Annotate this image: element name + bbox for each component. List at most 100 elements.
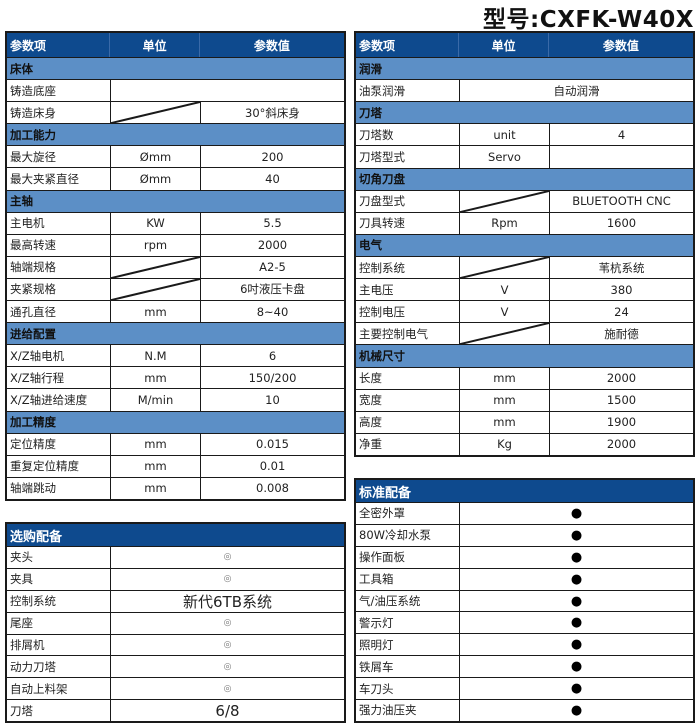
param-value: 0.01 xyxy=(200,455,344,477)
equipment-name: 动力刀塔 xyxy=(10,659,56,674)
table-row: 刀具转速 Rpm 1600 xyxy=(356,211,693,234)
included-dot-icon: ● xyxy=(459,524,693,546)
column-header: 单位 xyxy=(458,33,547,57)
param-value: 4 xyxy=(549,124,693,146)
table-row: 气/油压系统 ● xyxy=(356,589,693,612)
table-row: 最大夹紧直径 Ømm 40 xyxy=(7,167,344,190)
param-value: 2000 xyxy=(549,367,693,389)
table-row: 最大旋径 Ømm 200 xyxy=(7,145,344,168)
equipment-name: 排屑机 xyxy=(10,637,45,652)
param-value: 2000 xyxy=(200,234,344,256)
equipment-name: 全密外罩 xyxy=(359,506,405,521)
param-unit: Ømm xyxy=(110,168,200,190)
table-row: 自动上料架 ◎ xyxy=(7,677,344,700)
param-unit: mm xyxy=(110,455,200,477)
included-dot-icon: ● xyxy=(459,503,693,524)
param-name: 轴端规格 xyxy=(10,260,56,275)
param-value: 5.5 xyxy=(200,212,344,234)
diagonal-line xyxy=(460,191,549,212)
equipment-name: 强力油压夹 xyxy=(359,703,417,718)
section-title: 主轴 xyxy=(10,194,33,209)
param-unit: mm xyxy=(110,477,200,499)
included-dot-icon: ● xyxy=(459,546,693,568)
param-value: 200 xyxy=(200,146,344,168)
param-unit: KW xyxy=(110,212,200,234)
param-unit: mm xyxy=(459,367,549,389)
table-row: 油泵润滑 自动润滑 xyxy=(356,79,693,102)
diagonal-empty-cell xyxy=(110,102,200,124)
param-unit: unit xyxy=(459,124,549,146)
param-name: 油泵润滑 xyxy=(359,83,405,98)
param-unit: rpm xyxy=(110,234,200,256)
param-name: 刀塔型式 xyxy=(359,149,405,164)
equipment-name: 照明灯 xyxy=(359,637,394,652)
optional-circle-icon: ◎ xyxy=(110,547,344,568)
section-row: 润滑 xyxy=(356,57,693,80)
equipment-value: 新代6TB系统 xyxy=(110,590,344,612)
table-row: 夹具 ◎ xyxy=(7,567,344,590)
table-row: 长度 mm 2000 xyxy=(356,366,693,389)
equipment-name: 气/油压系统 xyxy=(359,594,421,608)
diagonal-line xyxy=(111,257,200,278)
param-value: 8~40 xyxy=(200,301,344,323)
table-row: 强力油压夹 ● xyxy=(356,699,693,721)
table-row: 尾座 ◎ xyxy=(7,611,344,634)
param-unit: mm xyxy=(459,389,549,411)
table-row: 主电机 KW 5.5 xyxy=(7,211,344,234)
optional-circle-icon: ◎ xyxy=(110,568,344,590)
param-value: 1500 xyxy=(549,389,693,411)
table-row: 工具箱 ● xyxy=(356,567,693,590)
table-row: 警示灯 ● xyxy=(356,611,693,634)
table-row: 主要控制电气 施耐德 xyxy=(356,322,693,345)
table-row: 重复定位精度 mm 0.01 xyxy=(7,454,344,477)
equipment-name: 80W冷却水泵 xyxy=(359,528,432,543)
param-name: 长度 xyxy=(359,371,382,386)
column-header: 单位 xyxy=(109,33,198,57)
equipment-name: 警示灯 xyxy=(359,615,394,630)
param-unit: Rpm xyxy=(459,212,549,234)
param-name: 主要控制电气 xyxy=(359,326,428,341)
diagonal-line xyxy=(460,257,549,278)
param-unit: Servo xyxy=(459,146,549,168)
param-name: 控制系统 xyxy=(359,260,405,275)
optional-circle-icon: ◎ xyxy=(110,678,344,700)
section-title: 床体 xyxy=(10,61,33,76)
table-row: X/Z轴电机 N.M 6 xyxy=(7,344,344,367)
equipment-name: 刀塔 xyxy=(10,703,33,718)
param-value: 苇杭系统 xyxy=(549,256,693,279)
included-dot-icon: ● xyxy=(459,568,693,590)
table-row: 轴端规格 A2-5 xyxy=(7,255,344,278)
table-title: 标准配备 xyxy=(359,485,412,501)
param-name: 控制电压 xyxy=(359,304,405,319)
table-row: 夹头 ◎ xyxy=(7,546,344,568)
table-row: 动力刀塔 ◎ xyxy=(7,655,344,678)
table-row: 宽度 mm 1500 xyxy=(356,388,693,411)
table-row: 控制系统 新代6TB系统 xyxy=(7,589,344,612)
param-name: 主电机 xyxy=(10,216,45,231)
equipment-name: 铁屑车 xyxy=(359,659,394,674)
param-name: 净重 xyxy=(359,437,382,452)
equipment-name: 工具箱 xyxy=(359,572,394,587)
param-name: 最高转速 xyxy=(10,238,56,253)
equipment-name: 尾座 xyxy=(10,616,33,631)
column-header: 参数项 xyxy=(359,38,396,53)
diagonal-empty-cell xyxy=(459,256,549,279)
param-value: 380 xyxy=(549,279,693,301)
section-title: 进给配置 xyxy=(10,326,56,341)
table-row: 定位精度 mm 0.015 xyxy=(7,432,344,455)
param-value: 0.008 xyxy=(200,477,344,499)
param-value: A2-5 xyxy=(200,256,344,278)
section-title: 润滑 xyxy=(359,61,382,76)
table-title: 选购配备 xyxy=(10,529,63,545)
table-row: 80W冷却水泵 ● xyxy=(356,523,693,546)
diagonal-empty-cell xyxy=(459,323,549,345)
param-value: 30°斜床身 xyxy=(200,102,344,124)
optional-circle-icon: ◎ xyxy=(110,612,344,634)
param-name: 最大夹紧直径 xyxy=(10,172,79,187)
param-value: BLUETOOTH CNC xyxy=(549,190,693,212)
optional-circle-icon: ◎ xyxy=(110,656,344,678)
param-value xyxy=(110,80,344,102)
param-name: 重复定位精度 xyxy=(10,459,79,474)
table-row: 刀塔数 unit 4 xyxy=(356,123,693,146)
section-title: 机械尺寸 xyxy=(359,348,405,363)
